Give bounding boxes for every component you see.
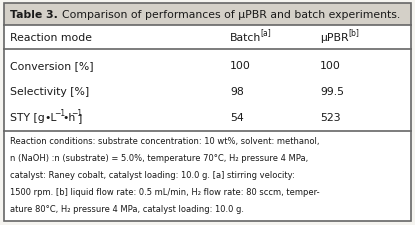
Text: ature 80°C, H₂ pressure 4 MPa, catalyst loading: 10.0 g.: ature 80°C, H₂ pressure 4 MPa, catalyst …: [10, 205, 244, 214]
Text: •h: •h: [62, 113, 75, 123]
Text: 1500 rpm. [b] liquid flow rate: 0.5 mL/min, H₂ flow rate: 80 sccm, temper-: 1500 rpm. [b] liquid flow rate: 0.5 mL/m…: [10, 188, 320, 197]
Text: catalyst: Raney cobalt, catalyst loading: 10.0 g. [a] stirring velocity:: catalyst: Raney cobalt, catalyst loading…: [10, 171, 295, 180]
Text: 54: 54: [230, 113, 244, 123]
Text: Reaction mode: Reaction mode: [10, 33, 92, 43]
Text: Comparison of performances of μPBR and batch experiments.: Comparison of performances of μPBR and b…: [62, 10, 400, 20]
Text: ]: ]: [78, 113, 82, 123]
Bar: [4, 26, 411, 221]
Text: Conversion [%]: Conversion [%]: [10, 61, 94, 71]
Text: −1: −1: [54, 108, 65, 117]
Text: •L: •L: [44, 113, 56, 123]
Text: [a]: [a]: [260, 29, 271, 37]
Text: 99.5: 99.5: [320, 87, 344, 97]
Text: Selectivity [%]: Selectivity [%]: [10, 87, 89, 97]
Text: 100: 100: [320, 61, 341, 71]
Text: Table 3.: Table 3.: [10, 10, 58, 20]
Text: 98: 98: [230, 87, 244, 97]
Text: Reaction conditions: substrate concentration: 10 wt%, solvent: methanol,: Reaction conditions: substrate concentra…: [10, 137, 320, 146]
Text: 523: 523: [320, 113, 341, 123]
Bar: [4, 4, 411, 26]
Text: −1: −1: [71, 108, 82, 117]
Text: μPBR: μPBR: [320, 33, 349, 43]
Text: Batch: Batch: [230, 33, 261, 43]
Text: n (NaOH) :n (substrate) = 5.0%, temperature 70°C, H₂ pressure 4 MPa,: n (NaOH) :n (substrate) = 5.0%, temperat…: [10, 154, 308, 163]
Text: [b]: [b]: [348, 29, 359, 37]
Text: 100: 100: [230, 61, 251, 71]
Text: STY [g: STY [g: [10, 113, 45, 123]
